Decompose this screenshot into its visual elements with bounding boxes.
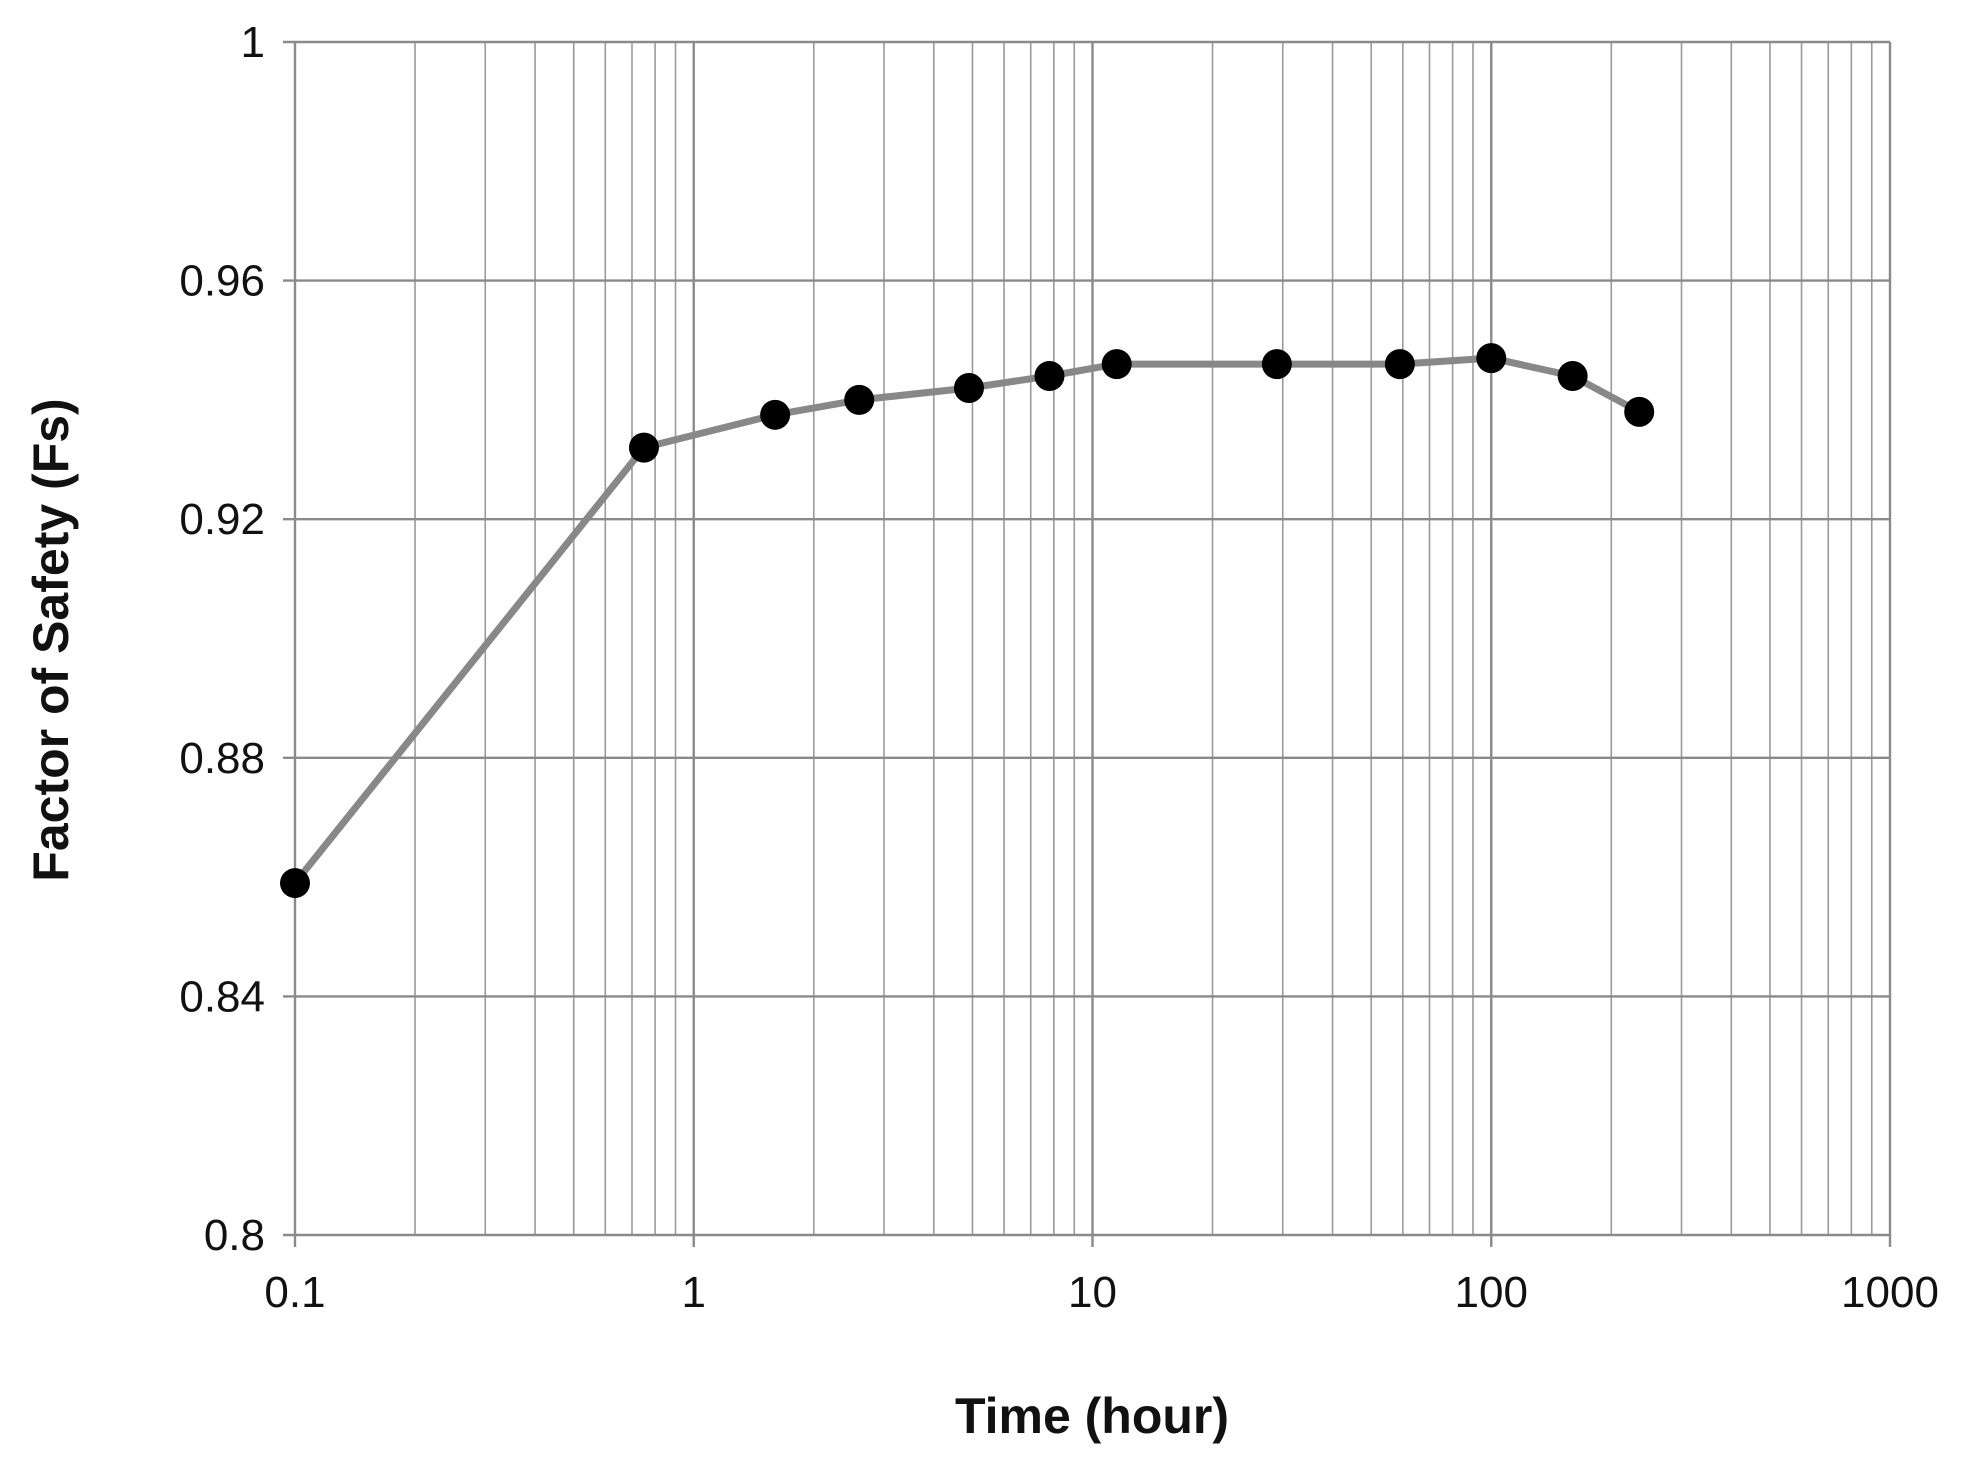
data-point <box>1557 361 1588 392</box>
minor-grid <box>414 42 1873 1235</box>
y-tick-label: 0.88 <box>179 734 265 783</box>
data-point <box>628 432 659 463</box>
data-point <box>1261 349 1292 380</box>
major-grid <box>283 40 1892 1247</box>
x-tick-label: 1000 <box>1841 1268 1939 1317</box>
y-tick-label: 0.8 <box>204 1211 265 1260</box>
x-axis-title: Time (hour) <box>955 1388 1229 1444</box>
x-tick-label: 100 <box>1455 1268 1528 1317</box>
data-point <box>280 868 310 899</box>
y-tick-label: 0.84 <box>179 972 265 1021</box>
data-point <box>1476 343 1507 374</box>
y-tick-label: 1 <box>241 18 265 67</box>
series-layer <box>280 343 1655 899</box>
y-tick-label: 0.96 <box>179 257 265 306</box>
data-point <box>1624 396 1655 427</box>
tick-labels: 0.1 1 10 100 1000 0.8 0.84 0.88 0.92 0.96 1 <box>179 18 1939 1317</box>
y-axis-title: Factor of Safety (Fs) <box>23 398 79 881</box>
data-point <box>1101 349 1132 380</box>
x-tick-label: 0.1 <box>264 1268 325 1317</box>
data-point <box>953 372 984 403</box>
data-point <box>760 399 791 430</box>
x-tick-label: 10 <box>1068 1268 1117 1317</box>
data-point <box>1034 361 1065 392</box>
data-point <box>1384 349 1415 380</box>
data-point <box>844 384 875 415</box>
x-tick-label: 1 <box>682 1268 706 1317</box>
y-tick-label: 0.92 <box>179 495 265 544</box>
